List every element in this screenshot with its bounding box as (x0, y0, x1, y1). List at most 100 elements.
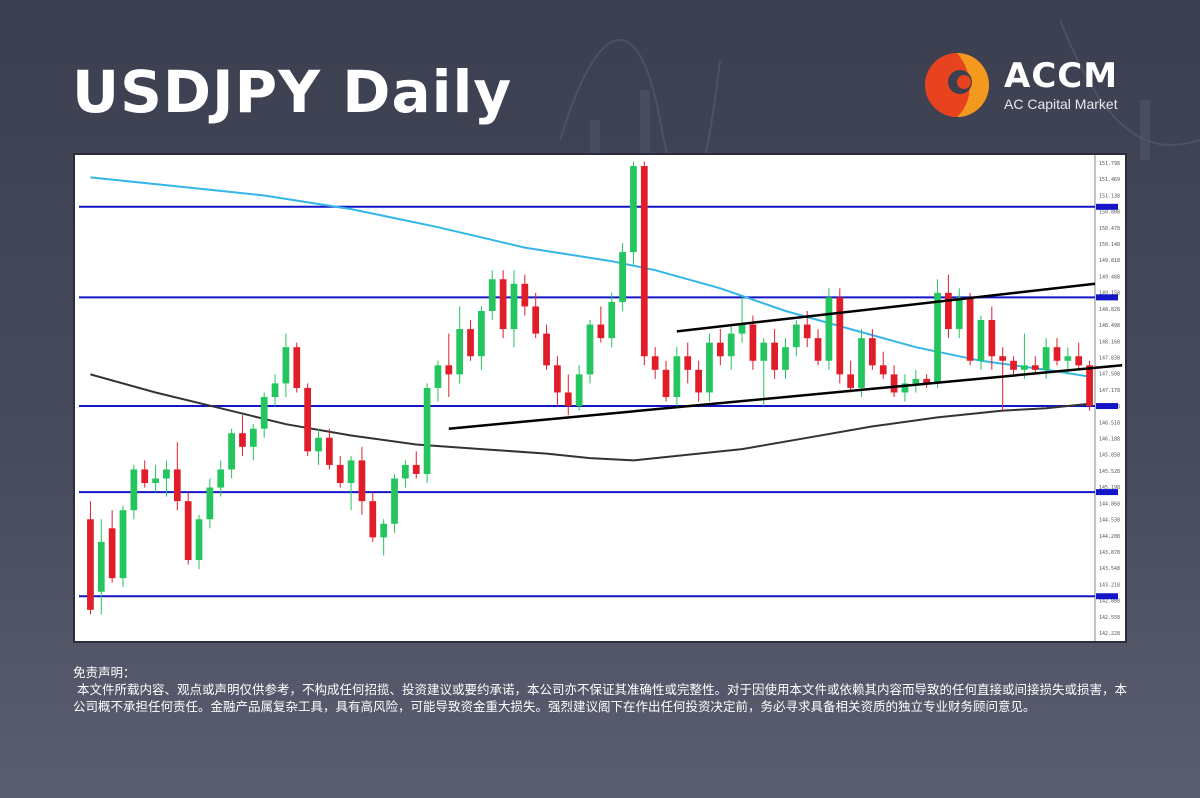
level-price-tag (1096, 203, 1118, 210)
level-price-tag (1096, 294, 1118, 301)
candle-body (955, 297, 963, 330)
candle-body (347, 460, 355, 484)
candle-body (847, 374, 855, 388)
disclaimer-heading: 免责声明： (73, 665, 136, 680)
disclaimer: 免责声明： 本文件所载内容、观点或声明仅供参考，不构成任何招揽、投资建议或要约承… (73, 664, 1133, 715)
candle-body (152, 478, 159, 484)
price-axis-label: 151.798 (1099, 161, 1120, 167)
candle-body (999, 356, 1007, 361)
candle-body (858, 338, 865, 388)
candle-body (510, 283, 518, 330)
candle-body (890, 374, 898, 393)
candle-body (760, 342, 768, 361)
candle-body (901, 383, 909, 393)
price-axis-label: 146.518 (1099, 420, 1120, 426)
trendline (676, 282, 1096, 333)
price-axis-label: 150.148 (1099, 242, 1120, 248)
candle-body (228, 433, 235, 470)
candle-body (249, 428, 257, 447)
price-axis-label: 143.548 (1099, 566, 1120, 572)
candle-body (336, 464, 344, 484)
candle-body (402, 464, 409, 479)
accm-logo-icon (925, 53, 989, 117)
price-axis-label: 147.838 (1099, 355, 1120, 361)
price-axis-label: 144.538 (1099, 518, 1120, 524)
trendline (448, 364, 1123, 430)
candle-body (608, 301, 616, 339)
candle-body (119, 510, 127, 579)
candle-body (1042, 347, 1050, 370)
candle-body (271, 383, 279, 397)
candle-body (934, 292, 941, 384)
price-axis-label: 149.818 (1099, 258, 1120, 264)
candle-body (488, 279, 496, 311)
candle-body (217, 469, 225, 488)
candle-body (597, 324, 605, 339)
candle-body (738, 324, 746, 334)
candle-body (1021, 365, 1028, 370)
candle-body (97, 541, 105, 592)
price-axis-label: 144.208 (1099, 534, 1120, 540)
candle-body (304, 387, 312, 452)
candle-body (923, 378, 931, 384)
candle-body (282, 347, 290, 384)
candle-body (651, 356, 659, 370)
candle-body (141, 469, 149, 484)
price-axis-label: 143.218 (1099, 582, 1120, 588)
candle-body (695, 369, 702, 393)
price-axis-label: 147.178 (1099, 388, 1120, 394)
candle-body (532, 306, 540, 334)
candle-body (293, 347, 301, 388)
candle-body (945, 292, 952, 330)
price-axis-label: 145.528 (1099, 469, 1120, 475)
candle-body (163, 469, 170, 479)
candle-body (391, 478, 398, 524)
candle-body (87, 519, 94, 610)
level-price-tag (1096, 489, 1118, 496)
candle-body (825, 297, 833, 361)
price-axis-label: 149.158 (1099, 291, 1120, 297)
candle-body (988, 320, 996, 357)
candle-body (640, 166, 648, 357)
price-axis-label: 151.469 (1099, 177, 1120, 183)
candle-body (684, 356, 692, 370)
price-axis-label: 143.878 (1099, 550, 1120, 556)
candle-body (467, 329, 474, 357)
price-axis-label: 145.858 (1099, 453, 1120, 459)
candle-body (771, 342, 778, 370)
candle-body (423, 387, 431, 474)
price-axis-label: 149.488 (1099, 274, 1120, 280)
candle-body (239, 433, 246, 447)
candle-body (358, 460, 366, 502)
candle-body (836, 297, 844, 375)
price-axis-label: 148.498 (1099, 323, 1120, 329)
candle-body (499, 279, 507, 330)
candle-body (1010, 360, 1017, 370)
candle-body (749, 324, 757, 361)
price-axis-label: 148.168 (1099, 339, 1120, 345)
candle-body (1064, 356, 1072, 361)
price-axis-label: 144.868 (1099, 501, 1120, 507)
level-price-tag (1096, 403, 1118, 410)
price-axis-label: 142.228 (1099, 631, 1120, 637)
candle-body (315, 437, 322, 452)
candle-body (369, 501, 377, 538)
candle-body (1075, 356, 1083, 366)
candle-body (868, 338, 876, 366)
candle-body (434, 365, 442, 388)
candle-body (173, 469, 181, 502)
candle-body (619, 252, 626, 302)
price-axis-label: 151.138 (1099, 193, 1120, 199)
brand-subtitle: AC Capital Market (1004, 96, 1118, 112)
chart-panel: 151.798 151.469 151.138 150.808 150.478 150.1… (73, 153, 1127, 643)
ma-slow-line (90, 373, 1090, 462)
candle-body (554, 365, 561, 393)
price-axis-label: 150.808 (1099, 210, 1120, 216)
candle-body (195, 519, 203, 561)
candle-body (108, 528, 116, 579)
candle-body (1086, 365, 1093, 407)
price-axis-label: 146.188 (1099, 437, 1120, 443)
candle-body (716, 342, 724, 357)
candle-body (1053, 347, 1061, 361)
candle-body (912, 378, 920, 384)
